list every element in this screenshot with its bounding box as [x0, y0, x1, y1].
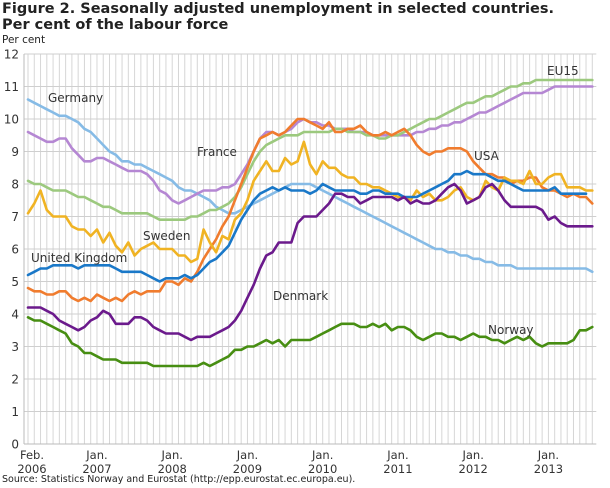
- series-label-united-kingdom: United Kingdom: [31, 251, 127, 265]
- x-tick-label-month: Jan.: [537, 448, 559, 462]
- y-tick-label: 10: [4, 113, 19, 127]
- x-tick-label-year: 2012: [459, 462, 488, 476]
- y-tick-label: 0: [11, 438, 19, 452]
- x-tick-label-month: Jan.: [161, 448, 183, 462]
- series-line-norway: [26, 315, 594, 368]
- x-tick-label-month: Feb.: [20, 448, 44, 462]
- y-tick-label: 1: [11, 405, 19, 419]
- x-tick-label-month: Jan.: [386, 448, 408, 462]
- y-tick-label: 7: [11, 210, 19, 224]
- x-tick-label-month: Jan.: [461, 448, 483, 462]
- series-labels: Germany EU15 France Sweden United Kingdom Den…: [31, 64, 579, 337]
- series-label-france: France: [197, 145, 237, 159]
- chart-title: Figure 2. Seasonally adjusted unemployme…: [2, 1, 554, 33]
- series-label-germany: Germany: [48, 91, 103, 105]
- y-tick-label: 5: [11, 275, 19, 289]
- y-tick-label: 3: [11, 340, 19, 354]
- y-tick-label: 2: [11, 373, 19, 387]
- series-label-denmark: Denmark: [273, 289, 328, 303]
- source-note: Source: Statistics Norway and Eurostat (…: [2, 474, 356, 485]
- x-tick-label-month: Jan.: [85, 448, 107, 462]
- x-tick-label-year: 2008: [158, 462, 187, 476]
- series-line-germany: [26, 98, 594, 274]
- chart-subtitle: Per cent of the labour force: [2, 17, 229, 33]
- y-tick-label: 11: [4, 80, 19, 94]
- y-tick-label: 8: [11, 178, 19, 192]
- y-tick-label: 9: [11, 145, 19, 159]
- x-tick-label-year: 2006: [17, 462, 46, 476]
- series-line-france: [26, 117, 594, 303]
- x-tick-label-year: 2011: [383, 462, 412, 476]
- x-tick-label-month: Jan.: [236, 448, 258, 462]
- x-tick-label-year: 2010: [308, 462, 337, 476]
- series-line-eu15: [26, 78, 594, 221]
- series-label-sweden: Sweden: [143, 229, 190, 243]
- x-tick-label-year: 2007: [82, 462, 111, 476]
- chart-title-line1: Figure 2. Seasonally adjusted unemployme…: [2, 1, 554, 17]
- x-tick-label-month: Jan.: [311, 448, 333, 462]
- gridlines: [23, 53, 597, 445]
- y-axis-unit-label: Per cent: [2, 34, 46, 46]
- series-label-norway: Norway: [488, 323, 534, 337]
- x-tick-labels: Feb.2006Jan.2007Jan.2008Jan.2009Jan.2010…: [17, 448, 563, 476]
- series-lines: [26, 78, 594, 368]
- x-tick-label-year: 2009: [233, 462, 262, 476]
- y-tick-label: 6: [11, 243, 19, 257]
- series-label-eu15: EU15: [547, 64, 579, 78]
- y-tick-label: 4: [11, 308, 19, 322]
- x-tick-label-year: 2013: [534, 462, 563, 476]
- series-label-usa: USA: [474, 149, 500, 163]
- y-tick-label: 12: [4, 48, 19, 62]
- series-line-denmark: [26, 182, 594, 342]
- series-line-united-kingdom: [26, 169, 588, 283]
